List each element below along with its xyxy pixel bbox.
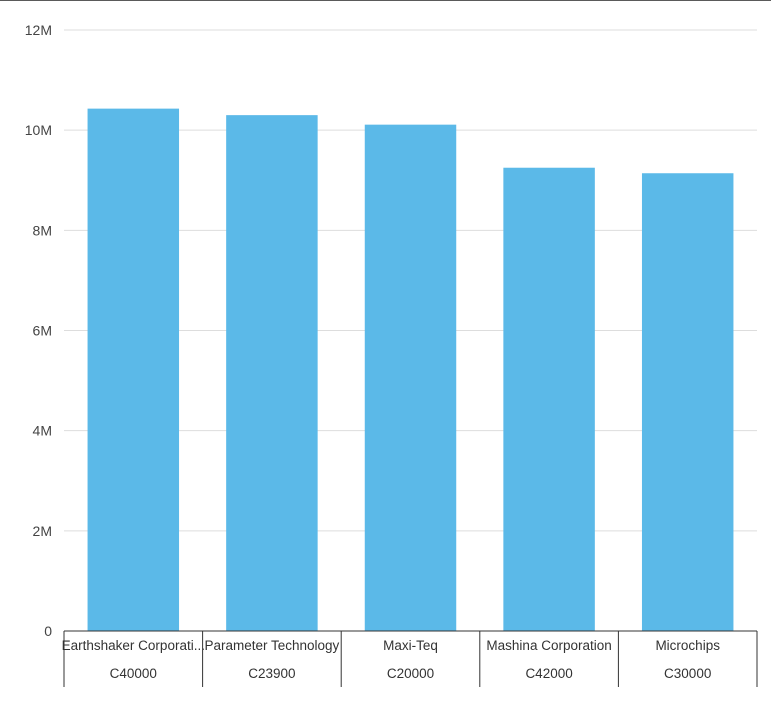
y-tick-label: 12M	[25, 22, 52, 38]
bar[interactable]	[226, 115, 318, 632]
y-tick-label: 2M	[33, 523, 52, 539]
y-axis: 0 2M 4M 6M 8M 10M 12M	[25, 22, 52, 639]
top-border	[0, 0, 771, 1]
y-tick-label: 10M	[25, 122, 52, 138]
bar[interactable]	[503, 167, 595, 631]
x-axis: Earthshaker Corporati... C40000 Parameter …	[62, 630, 758, 687]
x-tick-label-name: Earthshaker Corporati...	[62, 638, 205, 653]
x-tick-label-name: Mashina Corporation	[486, 638, 611, 653]
x-tick-label-name: Microchips	[655, 638, 720, 653]
grid-lines	[64, 29, 757, 532]
bar[interactable]	[364, 124, 457, 631]
y-tick-label: 0	[44, 623, 52, 639]
x-tick-label-code: C30000	[664, 666, 711, 681]
y-tick-label: 4M	[33, 423, 52, 439]
bars	[87, 108, 734, 632]
bar[interactable]	[87, 108, 180, 631]
bar[interactable]	[641, 173, 734, 631]
x-tick-label-code: C40000	[110, 666, 157, 681]
x-tick-label-name: Parameter Technology	[204, 638, 339, 653]
x-tick-label-code: C23900	[248, 666, 295, 681]
x-tick-label-name: Maxi-Teq	[383, 638, 438, 653]
x-tick-label-code: C42000	[525, 666, 572, 681]
x-tick-label-code: C20000	[387, 666, 434, 681]
y-tick-label: 6M	[33, 323, 52, 339]
y-tick-label: 8M	[33, 222, 52, 238]
